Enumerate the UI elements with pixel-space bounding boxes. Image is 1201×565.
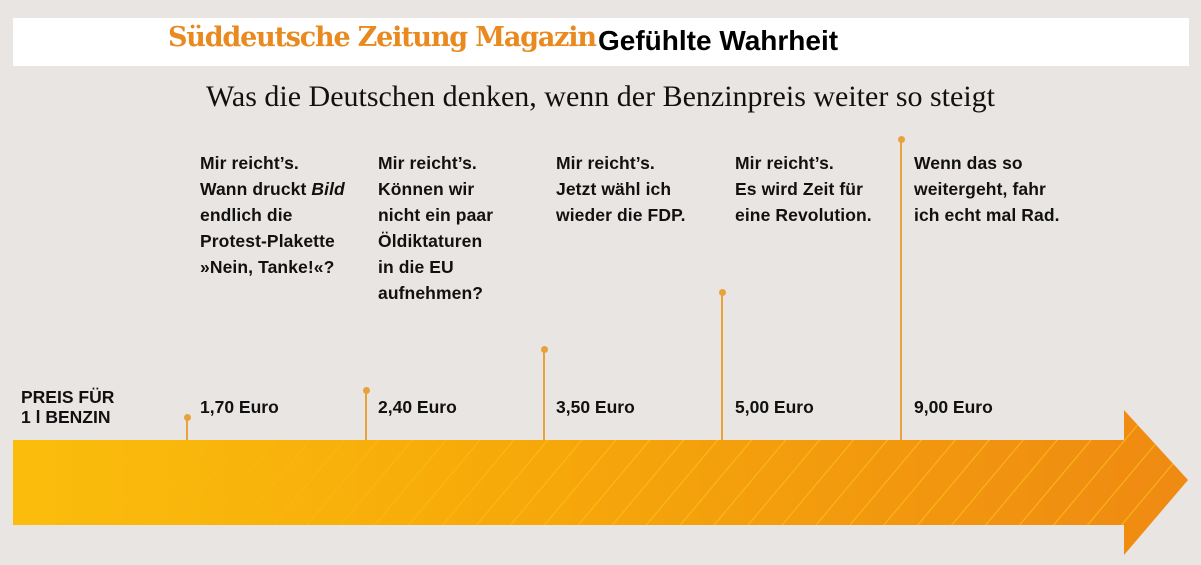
price-label-3: 3,50 Euro	[556, 397, 635, 417]
tick-marker-4	[718, 289, 726, 440]
quote-1: Mir reicht’s. Wann druckt Bild endlich d…	[200, 150, 345, 280]
axis-label: PREIS FÜR 1 l BENZIN	[21, 387, 115, 427]
tick-marker-1	[183, 414, 191, 440]
subtitle: Was die Deutschen denken, wenn der Benzi…	[0, 80, 1201, 114]
quote-italic-bild: Bild	[311, 179, 345, 199]
quote-4: Mir reicht’s. Es wird Zeit für eine Revo…	[735, 153, 872, 225]
tick-marker-5	[897, 136, 905, 440]
brand-logo: Süddeutsche Zeitung Magazin	[168, 22, 597, 53]
tick-marker-2	[362, 387, 370, 440]
tick-dot	[183, 414, 191, 421]
price-label-1: 1,70 Euro	[200, 397, 279, 417]
tick-dot	[897, 136, 905, 143]
tick-dot	[362, 387, 370, 394]
section-title: Gefühlte Wahrheit	[598, 25, 839, 56]
tick-dot	[718, 289, 726, 296]
quote-3: Mir reicht’s. Jetzt wähl ich wieder die …	[556, 153, 686, 225]
quote-text: endlich die Protest-Plakette »Nein, Tank…	[200, 205, 335, 277]
subtitle-text: Was die Deutschen denken, wenn der Benzi…	[205, 80, 995, 113]
quote-text: Mir reicht’s. Wann druckt	[200, 153, 307, 199]
tick-dot	[540, 346, 548, 353]
quote-2: Mir reicht’s. Können wir nicht ein paar …	[378, 153, 494, 303]
tick-marker-3	[540, 346, 548, 440]
price-label-5: 9,00 Euro	[914, 397, 993, 417]
price-label-4: 5,00 Euro	[735, 397, 814, 417]
price-label-2: 2,40 Euro	[378, 397, 457, 417]
quote-5: Wenn das so weitergeht, fahr ich echt ma…	[914, 153, 1060, 225]
header-bar	[13, 18, 1189, 66]
